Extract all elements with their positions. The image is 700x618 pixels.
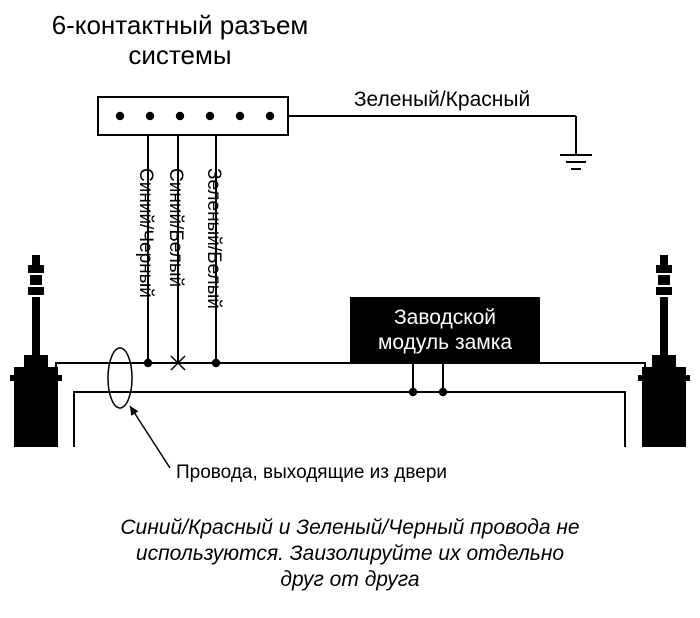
door-loop-ellipse [108,348,132,408]
note-line1: Синий/Красный и Зеленый/Черный провода н… [120,516,579,539]
actuator-icon [638,255,690,447]
title-line2: системы [128,40,231,70]
wire-label: Синий/Черный [135,168,156,298]
connector-body [98,97,288,135]
wiring-diagram: 6-контактный разъемсистемы Зеленый/Красны… [0,0,700,618]
module-label-1: Заводской [394,306,496,329]
wire-label: Синий/Белый [165,168,186,287]
door-loop-label: Провода, выходящие из двери [176,462,447,483]
connector-pin [116,112,124,120]
actuator-icon [10,255,62,447]
bus-outer [56,363,645,447]
connector-pin [146,112,154,120]
connector-pin [266,112,274,120]
connector-pin [176,112,184,120]
bus-inner [74,392,625,447]
note-line2: используются. Заизолируйте их отдельно [136,542,565,565]
door-loop-arrow [130,406,170,468]
ground-label: Зеленый/Красный [354,88,530,111]
connector-pin [236,112,244,120]
module-label-2: модуль замка [378,331,512,354]
door-loop-arrowhead [130,406,139,416]
note-line3: друг от друга [280,568,419,591]
title-line1: 6-контактный разъем [52,10,309,40]
wire-label: Зеленый/Белый [203,168,224,309]
connector-pin [206,112,214,120]
